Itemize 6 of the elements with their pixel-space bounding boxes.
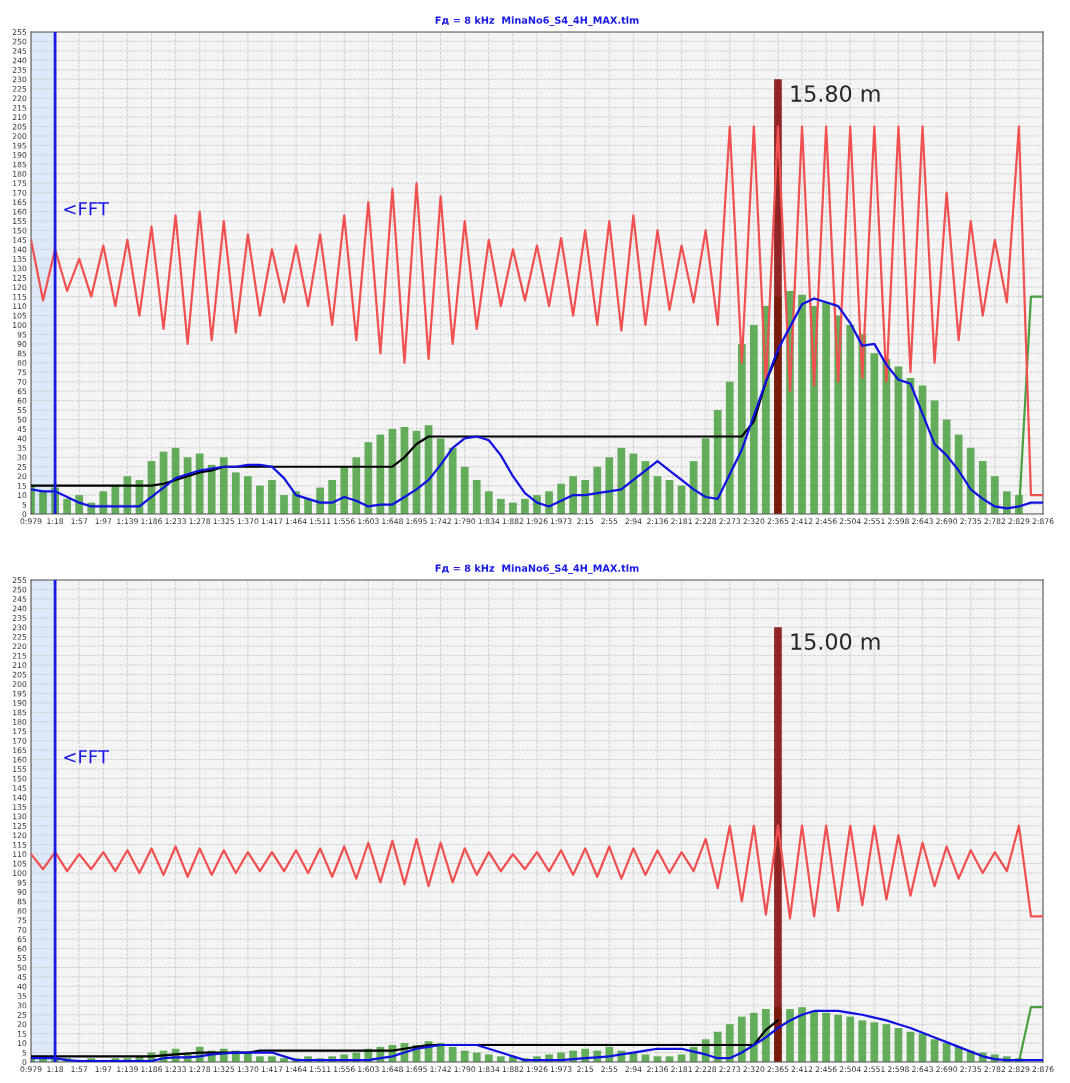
- ref-line-label: <FFT: [64, 750, 109, 764]
- annotation: 15.80 m: [791, 85, 880, 103]
- ref-line-label: <FFT: [64, 202, 109, 216]
- chart-title: Fд = 8 kHz MinaNo6_S4_4H_MAX.tlm: [435, 564, 639, 574]
- annotation: 15.00 m: [791, 633, 880, 651]
- chart-title: Fд = 8 kHz MinaNo6_S4_4H_MAX.tlm: [435, 16, 639, 26]
